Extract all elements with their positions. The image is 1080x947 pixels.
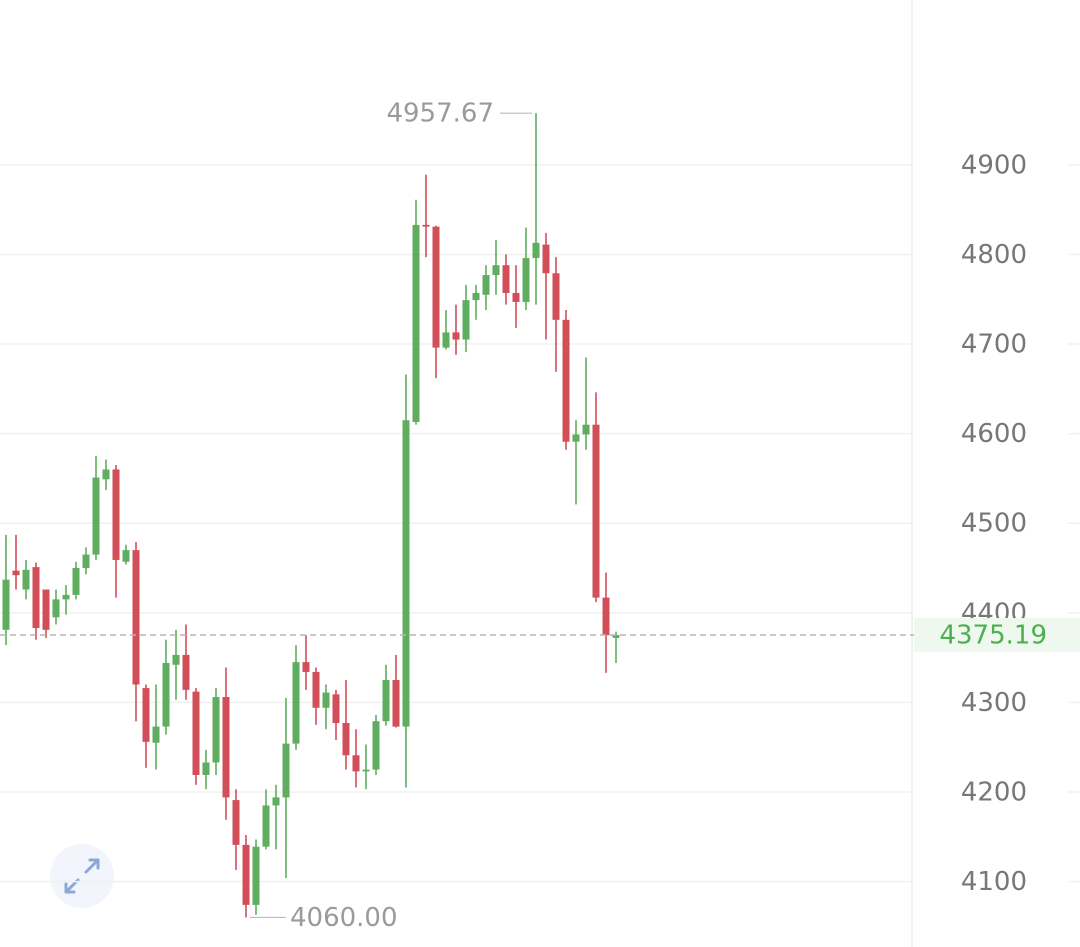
candle-body [132, 550, 140, 685]
candle-body [492, 265, 500, 276]
candle-body [92, 477, 100, 555]
candle-body [552, 273, 560, 320]
candle-body [352, 755, 360, 772]
candle-body [172, 654, 180, 665]
candle-body [582, 424, 590, 435]
candle-body [562, 319, 570, 442]
candle-body [72, 568, 80, 595]
last-price-label: 4375.19 [939, 621, 1047, 651]
candle-body [602, 597, 610, 636]
candle-body [52, 599, 60, 618]
candle-body [152, 726, 160, 743]
candle-body [532, 242, 540, 259]
candle-body [22, 569, 30, 590]
candle-body [462, 300, 470, 340]
candle-body [12, 570, 20, 576]
candle-body [262, 805, 270, 847]
y-tick-label: 4800 [961, 240, 1027, 270]
min-label: 4060.00 [290, 903, 398, 933]
expand-circle[interactable] [50, 844, 114, 908]
candle-body [62, 594, 70, 600]
candle-body [292, 662, 300, 744]
candle-body [372, 721, 380, 770]
last-price-box [914, 618, 1080, 653]
candle-body [82, 554, 90, 569]
candle-body [32, 567, 40, 629]
candle-body [212, 697, 220, 763]
candle-body [302, 662, 310, 672]
candle-body [232, 800, 240, 845]
candle-body [282, 743, 290, 798]
candle-body [2, 579, 10, 630]
candle-body [412, 224, 420, 422]
candle-body [392, 680, 400, 727]
candle-body [222, 697, 230, 798]
candle-body [312, 671, 320, 708]
y-tick-label: 4300 [961, 688, 1027, 718]
max-label: 4957.67 [386, 99, 494, 129]
expand-icon[interactable] [64, 858, 100, 894]
candle-body [252, 846, 260, 905]
candle-body [362, 769, 370, 772]
candle-body [612, 635, 620, 638]
candle-body [512, 292, 520, 302]
candle-body [112, 469, 120, 560]
candle-body [572, 434, 580, 442]
candle-body [592, 424, 600, 598]
candle-body [142, 688, 150, 742]
y-tick-label: 4900 [961, 150, 1027, 180]
candle-body [162, 662, 170, 727]
candle-body [442, 332, 450, 348]
candle-body [382, 680, 390, 722]
candle-body [192, 691, 200, 775]
candle-body [482, 275, 490, 295]
y-tick-label: 4500 [961, 509, 1027, 539]
candle-body [322, 692, 330, 708]
candle-body [272, 797, 280, 806]
candle-body [122, 550, 130, 562]
candle-body [402, 420, 410, 727]
y-tick-label: 4200 [961, 778, 1027, 808]
candle-body [502, 265, 510, 293]
candle-body [42, 589, 50, 630]
candle-body [242, 844, 250, 905]
y-tick-label: 4600 [961, 419, 1027, 449]
candle-body [542, 244, 550, 274]
candle-body [342, 723, 350, 756]
y-tick-label: 4100 [961, 867, 1027, 897]
y-tick-label: 4700 [961, 330, 1027, 360]
candle-body [202, 762, 210, 775]
candle-body [422, 224, 430, 227]
candle-body [182, 654, 190, 690]
candle-body [522, 258, 530, 302]
candle-body [332, 694, 340, 724]
candle-body [432, 226, 440, 348]
candle-body [102, 469, 110, 480]
candle-body [452, 332, 460, 340]
expand-button[interactable] [50, 844, 114, 908]
candle-body [472, 292, 480, 301]
